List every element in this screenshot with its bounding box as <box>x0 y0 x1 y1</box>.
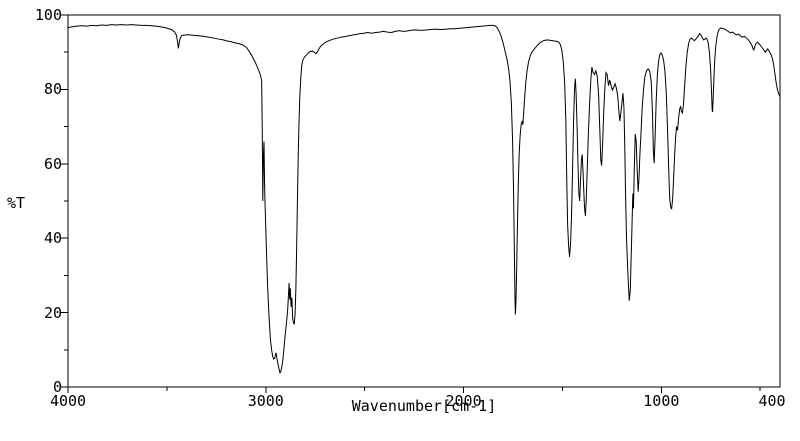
x-tick-label: 3000 <box>247 392 284 410</box>
y-tick-label: 80 <box>43 80 62 99</box>
x-tick-label: 1000 <box>643 392 680 410</box>
x-tick-label: 4000 <box>49 392 87 410</box>
plot-frame <box>67 14 781 388</box>
x-tick-label: 400 <box>758 392 786 410</box>
y-tick-label: 0 <box>52 378 62 396</box>
x-tick-label: 2000 <box>445 392 482 410</box>
y-tick-label: 40 <box>43 229 62 248</box>
y-axis-title: %T <box>7 194 26 212</box>
spectrum-trace <box>67 24 781 375</box>
y-tick-label: 20 <box>43 303 62 322</box>
y-tick-label: 100 <box>34 6 62 24</box>
y-tick-label: 60 <box>43 154 62 173</box>
x-axis-title: Wavenumber[cm-1] <box>351 397 497 415</box>
